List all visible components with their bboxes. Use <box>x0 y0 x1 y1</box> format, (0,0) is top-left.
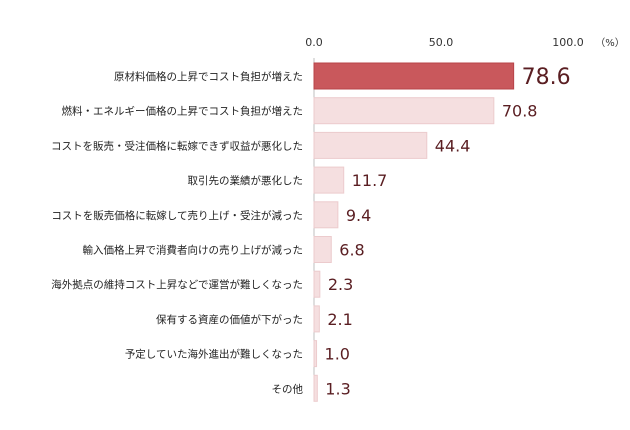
x-tick-label-100: 100.0 <box>552 36 584 49</box>
bar <box>313 62 515 90</box>
bar <box>313 340 318 368</box>
unit-label: （%） <box>595 37 625 49</box>
bar <box>313 236 332 263</box>
value-label: 2.3 <box>328 275 353 294</box>
value-label: 2.1 <box>327 310 352 329</box>
category-label: 取引先の業績が悪化した <box>188 174 304 187</box>
category-label: 燃料・エネルギー価格の上昇でコスト負担が増えた <box>62 105 304 118</box>
category-label: 予定していた海外進出が難しくなった <box>125 348 303 361</box>
bar-group: 原材料価格の上昇でコスト負担が増えた 78.6 燃料・エネルギー価格の上昇でコスト負… <box>51 62 571 402</box>
x-tick-label-50: 50.0 <box>429 36 454 49</box>
value-label: 6.8 <box>339 241 364 260</box>
value-label: 70.8 <box>502 102 538 121</box>
x-axis-ticks: 0.0 50.0 100.0 （%） <box>305 36 625 49</box>
category-label: 輸入価格上昇で消費者向けの売り上げが減った <box>83 244 304 257</box>
value-label: 11.7 <box>352 171 388 190</box>
bar <box>313 131 428 159</box>
value-label: 78.6 <box>522 65 571 90</box>
category-label: コストを販売・受注価格に転嫁できず収益が悪化した <box>51 139 303 152</box>
bar <box>313 201 339 229</box>
bar <box>313 97 495 125</box>
category-label: コストを販売価格に転嫁して売り上げ・受注が減った <box>51 209 303 222</box>
value-label: 1.3 <box>325 379 350 398</box>
bar <box>313 270 321 298</box>
bar <box>313 166 345 194</box>
bar <box>313 305 320 333</box>
category-label: 保有する資産の価値が下がった <box>156 313 303 326</box>
category-label: 海外拠点の維持コスト上昇などで運営が難しくなった <box>51 278 303 291</box>
category-label: 原材料価格の上昇でコスト負担が増えた <box>114 70 303 83</box>
category-label: その他 <box>272 382 304 395</box>
value-label: 44.4 <box>435 136 471 155</box>
x-tick-label-0: 0.0 <box>305 36 323 49</box>
bar <box>313 374 318 402</box>
value-label: 9.4 <box>346 206 371 225</box>
value-label: 1.0 <box>325 345 350 364</box>
